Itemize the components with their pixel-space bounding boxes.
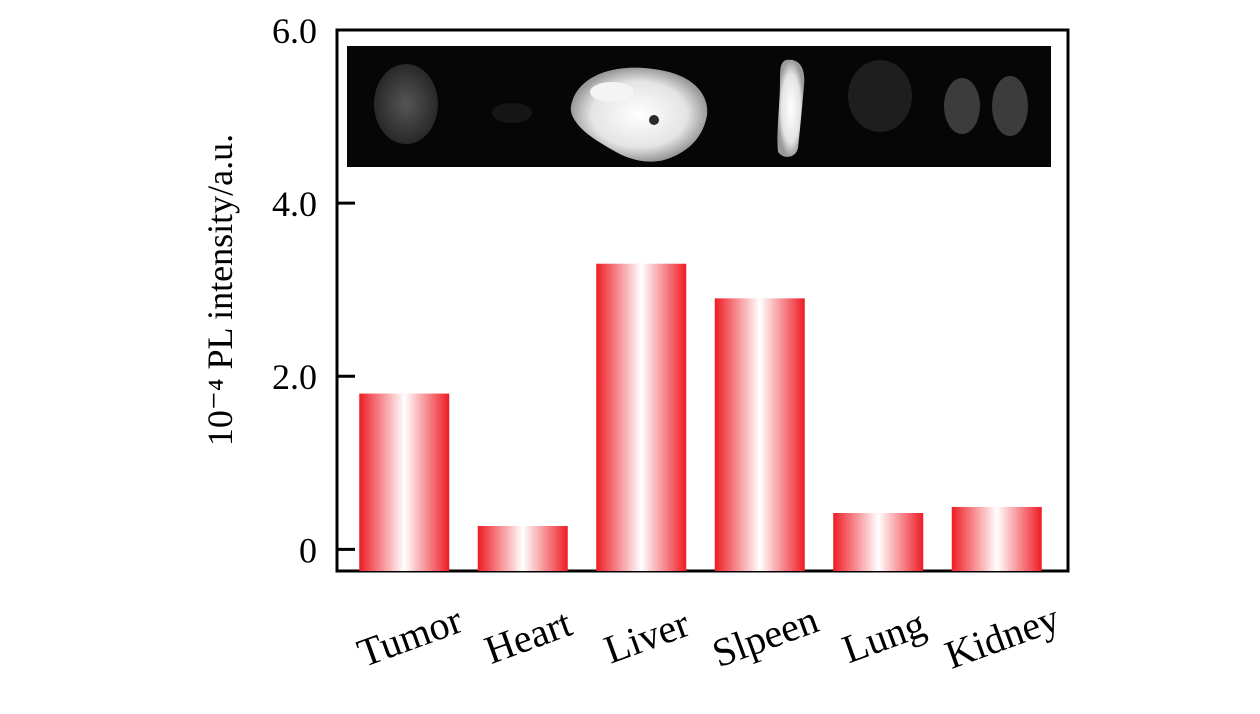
- y-axis-ticks: 0 2.0 4.0 6.0: [272, 11, 355, 570]
- bar-tumor: [359, 393, 450, 571]
- plot-area: [335, 28, 1070, 573]
- kidney-organ-image: [944, 76, 1028, 136]
- liver-organ-image: [570, 67, 708, 162]
- y-tick-label: 2.0: [272, 357, 317, 397]
- heart-organ-image: [492, 103, 532, 123]
- category-label-tumor: Tumor: [351, 597, 467, 676]
- y-tick-label: 6.0: [272, 11, 317, 51]
- tumor-organ-image: [374, 64, 438, 144]
- category-label-kidney: Kidney: [939, 595, 1065, 678]
- y-axis-label: 10⁻⁴ PL intensity/a.u.: [200, 134, 240, 446]
- lung-organ-image: [848, 60, 912, 132]
- bars-group: [359, 263, 1042, 571]
- category-label-slpeen: Slpeen: [706, 597, 824, 677]
- bar-lung: [833, 513, 924, 571]
- category-label-lung: Lung: [836, 601, 931, 672]
- organ-fluorescence-inset: [347, 46, 1051, 167]
- bar-slpeen: [714, 298, 805, 571]
- spleen-organ-image: [777, 59, 805, 157]
- category-label-heart: Heart: [479, 600, 578, 673]
- bar-heart: [477, 525, 568, 571]
- y-tick-label: 4.0: [272, 184, 317, 224]
- bar-liver: [596, 263, 687, 571]
- bar-kidney: [951, 506, 1042, 571]
- category-label-liver: Liver: [598, 600, 695, 672]
- y-tick-label: 0: [299, 530, 317, 570]
- x-axis-category-labels: Tumor Heart Liver Slpeen Lung Kidney: [351, 595, 1065, 678]
